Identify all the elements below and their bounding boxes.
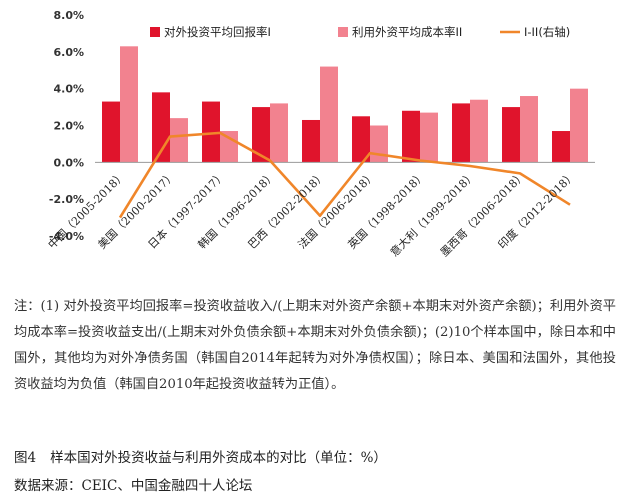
series-line-difference	[118, 131, 571, 219]
chart-note: 注：(1) 对外投资平均回报率=投资收益收入/(上期末对外资产余额+本期末对外资…	[14, 294, 616, 398]
bar-cost	[520, 96, 538, 163]
bar-return	[402, 110, 420, 163]
figure-title: 样本国对外投资收益与利用外资成本的对比（单位：%）	[50, 450, 387, 466]
figure-label: 图4	[14, 450, 37, 466]
bar-return	[452, 103, 470, 163]
legend-label: 利用外资平均成本率II	[352, 25, 462, 39]
y-tick-label: -4.0%	[49, 230, 84, 243]
bar-cost	[570, 88, 588, 163]
figure-caption: 图4 样本国对外投资收益与利用外资成本的对比（单位：%）	[14, 446, 401, 466]
y-tick-label: 4.0%	[53, 83, 84, 96]
x-axis-labels: 中国（2005-2018）美国（2000-2017）日本（1997-2017）韩…	[46, 168, 579, 259]
legend-swatch	[150, 27, 160, 37]
bar-return	[552, 131, 570, 163]
bar-return	[302, 119, 320, 163]
source-text: 数据来源：CEIC、中国金融四十人论坛	[14, 478, 253, 494]
y-tick-label: -2.0%	[49, 193, 84, 206]
bar-cost	[270, 103, 288, 163]
bar-cost	[120, 46, 138, 163]
y-tick-label: 0.0%	[53, 156, 84, 169]
data-source: 数据来源：CEIC、中国金融四十人论坛	[14, 474, 266, 494]
bars	[102, 46, 588, 163]
legend-swatch	[338, 27, 348, 37]
legend-label: I-II(右轴)	[524, 25, 570, 39]
bar-cost	[470, 99, 488, 163]
y-tick-label: 8.0%	[53, 9, 84, 22]
difference-line	[118, 131, 571, 219]
bar-return	[352, 116, 370, 163]
x-tick-label: 墨西哥（2006-2018）	[438, 169, 528, 259]
y-tick-label: 6.0%	[53, 46, 84, 59]
note-text: 注：(1) 对外投资平均回报率=投资收益收入/(上期末对外资产余额+本期末对外资…	[14, 299, 616, 392]
bar-return	[202, 101, 220, 163]
legend-item: 利用外资平均成本率II	[338, 25, 462, 39]
chart: 对外投资平均回报率I 利用外资平均成本率II I-II(右轴) -4.0% -2.0%…	[46, 9, 595, 259]
bar-return	[102, 101, 120, 163]
bar-return	[502, 107, 520, 163]
y-tick-label: 2.0%	[53, 120, 84, 133]
x-tick-label: 意大利（1999-2018）	[387, 168, 478, 259]
legend-item: I-II(右轴)	[500, 25, 570, 39]
y-axis: -4.0% -2.0% 0.0% 2.0% 4.0% 6.0% 8.0%	[49, 9, 84, 243]
legend-label: 对外投资平均回报率I	[164, 25, 271, 39]
bar-cost	[320, 66, 338, 163]
bar-return	[252, 107, 270, 163]
bar-cost	[420, 112, 438, 163]
bar-cost	[370, 125, 388, 163]
legend-item: 对外投资平均回报率I	[150, 25, 271, 39]
legend: 对外投资平均回报率I 利用外资平均成本率II I-II(右轴)	[150, 25, 570, 39]
bar-cost	[170, 118, 188, 163]
